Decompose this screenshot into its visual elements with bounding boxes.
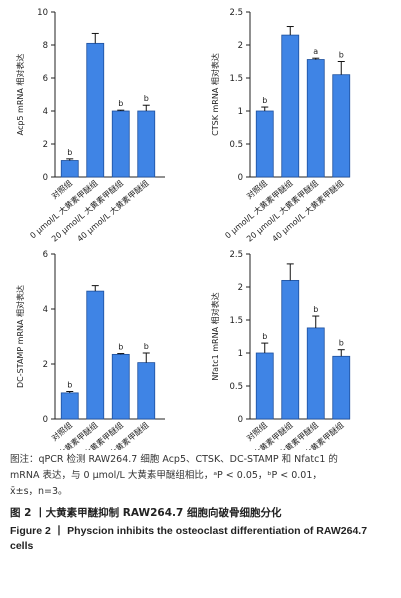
significance-label: b: [262, 96, 267, 105]
y-tick-label: 1.5: [229, 316, 243, 326]
y-tick-label: 10: [37, 8, 48, 18]
y-tick-label: 0.5: [229, 140, 243, 150]
y-tick-label: 2.5: [229, 250, 243, 260]
y-tick-label: 1: [238, 349, 243, 359]
y-tick-label: 1: [238, 107, 243, 117]
significance-label: b: [118, 99, 123, 108]
bar: [255, 110, 274, 178]
bar: [281, 279, 300, 420]
bar: [111, 110, 130, 178]
significance-label: b: [339, 51, 344, 60]
y-tick-label: 0.5: [229, 382, 243, 392]
bar: [86, 42, 105, 178]
y-axis-label: Nfatc1 mRNA 相对表达: [210, 292, 220, 380]
y-axis-label: Acp5 mRNA 相对表达: [15, 54, 25, 136]
bar: [332, 355, 351, 420]
y-tick-label: 2: [238, 283, 243, 293]
y-axis-label: DC-STAMP mRNA 相对表达: [15, 285, 25, 388]
significance-label: b: [262, 332, 267, 341]
significance-label: b: [144, 342, 149, 351]
bar: [60, 392, 79, 420]
figure-title-en-line-1: Figure 2 丨 Physcion inhibits the osteocl…: [10, 525, 368, 537]
figure-title-en-line-2: cells: [10, 540, 34, 552]
note-line-2: mRNA 表达，与 0 μmol/L 大黄素甲醚组相比，ᵃP < 0.05，ᵇP…: [10, 470, 322, 481]
bar: [86, 290, 105, 420]
bar: [137, 110, 156, 178]
significance-label: b: [67, 381, 72, 390]
bar: [306, 59, 325, 178]
figure-title-en: Figure 2 丨 Physcion inhibits the osteocl…: [10, 524, 395, 554]
significance-label: b: [144, 94, 149, 103]
y-tick-label: 2.5: [229, 8, 243, 18]
bar: [111, 353, 130, 420]
y-tick-label: 2: [43, 360, 48, 370]
y-tick-label: 0: [238, 173, 243, 183]
bar: [281, 34, 300, 178]
note-line-3: x̄±s，n=3。: [10, 486, 68, 497]
bar: [60, 160, 79, 178]
significance-label: b: [67, 148, 72, 157]
y-tick-label: 4: [43, 107, 48, 117]
bar: [137, 362, 156, 420]
y-tick-label: 0: [43, 415, 48, 425]
bar: [332, 74, 351, 178]
y-tick-label: 8: [43, 41, 48, 51]
y-tick-label: 1.5: [229, 74, 243, 84]
bar: [306, 327, 325, 420]
y-tick-label: 4: [43, 305, 48, 315]
note-line-1: 图注：qPCR 检测 RAW264.7 细胞 Acp5、CTSK、DC-STAM…: [10, 454, 338, 465]
significance-label: b: [313, 305, 318, 314]
significance-label: a: [313, 47, 318, 56]
figure-title-cn: 图 2 丨大黄素甲醚抑制 RAW264.7 细胞向破骨细胞分化: [10, 507, 282, 519]
y-tick-label: 0: [238, 415, 243, 425]
significance-label: b: [118, 343, 123, 352]
figure-note: 图注：qPCR 检测 RAW264.7 细胞 Acp5、CTSK、DC-STAM…: [10, 452, 395, 500]
y-tick-label: 6: [43, 250, 48, 260]
y-tick-label: 6: [43, 74, 48, 84]
y-tick-label: 2: [238, 41, 243, 51]
significance-label: b: [339, 339, 344, 348]
y-tick-label: 0: [43, 173, 48, 183]
y-tick-label: 2: [43, 140, 48, 150]
y-axis-label: CTSK mRNA 相对表达: [210, 53, 220, 136]
bar: [255, 352, 274, 420]
